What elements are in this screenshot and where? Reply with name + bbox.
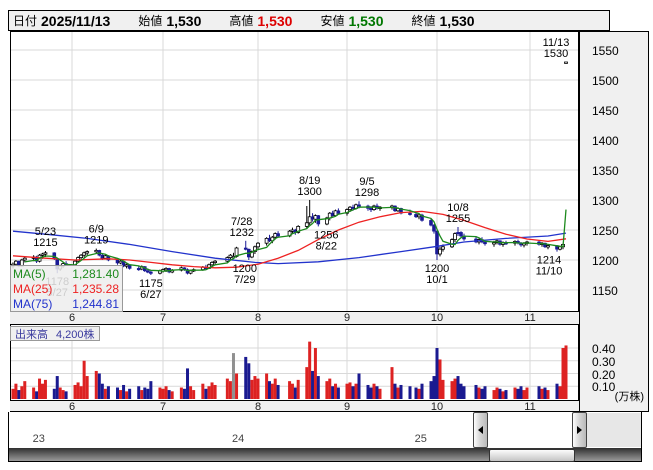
year-label: 24 [232, 433, 245, 445]
month-label: 11 [524, 401, 536, 413]
month-axis-volume: 6 7 8 9 10 11 [10, 400, 579, 413]
month-label: 7 [159, 401, 167, 413]
scrollbar[interactable] [8, 448, 642, 462]
high-label: 高値 [229, 14, 254, 28]
ma5-value: 1,281.40 [72, 267, 119, 281]
year-label: 23 [32, 433, 45, 445]
price-tick-label: 1300 [592, 194, 619, 208]
month-label: 10 [430, 401, 444, 413]
low-label: 安値 [320, 14, 345, 28]
high-value: 1,530 [257, 12, 293, 29]
ma25-legend-row: MA(25) 1,235.28 [13, 282, 119, 297]
month-label: 8 [254, 312, 262, 324]
price-tick-label: 1250 [592, 224, 619, 238]
open-value: 1,530 [166, 12, 202, 29]
ma-legend: MA(5) 1,281.40 MA(25) 1,235.28 MA(75) 1,… [10, 265, 123, 312]
volume-tick-label: 0.40 [592, 342, 616, 356]
month-label: 10 [430, 312, 444, 324]
price-tick-label: 1550 [592, 44, 619, 58]
ma75-value: 1,244.81 [72, 297, 119, 311]
volume-tick-label: 0.10 [592, 380, 616, 395]
month-label: 9 [343, 312, 351, 324]
volume-tick-label: 0.20 [592, 367, 616, 382]
month-label: 6 [68, 312, 76, 324]
month-label: 9 [343, 401, 351, 413]
volume-label: 出来高 4,200株 [10, 326, 100, 341]
ma75-legend-row: MA(75) 1,244.81 [13, 297, 119, 312]
price-tick-label: 1150 [592, 284, 618, 298]
month-label: 11 [524, 312, 536, 324]
price-tick-label: 1400 [592, 134, 619, 148]
date-label: 日付 [13, 14, 38, 28]
ma75-label: MA(75) [13, 297, 53, 311]
slider-left-arrow-button[interactable] [473, 412, 488, 448]
scrollbar-thumb[interactable] [489, 449, 575, 462]
price-tick-label: 1200 [592, 254, 619, 268]
close-value: 1,530 [439, 12, 475, 29]
year-label: 25 [414, 433, 427, 445]
volume-unit-label: (万株) [614, 391, 644, 403]
close-label: 終値 [411, 14, 436, 28]
price-tick-label: 1500 [592, 74, 619, 88]
ma25-label: MA(25) [13, 282, 53, 296]
month-axis-main: 6 7 8 9 10 11 [10, 312, 579, 325]
ohlc-header: 日付 2025/11/13 始値 1,530 高値 1,530 安値 1,530… [8, 10, 610, 31]
volume-label-text: 出来高 [15, 328, 48, 341]
month-label: 6 [68, 401, 76, 413]
price-axis-panel: 1550 1500 1450 1400 1350 1300 1250 1200 1150 0.40… [579, 31, 649, 412]
ma5-label: MA(5) [13, 267, 46, 281]
open-label: 始値 [138, 14, 163, 28]
month-label: 7 [159, 312, 167, 324]
slider-right-arrow-button[interactable] [572, 412, 587, 448]
ma25-value: 1,235.28 [72, 282, 119, 296]
price-tick-label: 1450 [592, 104, 619, 118]
right-arrow-icon [577, 426, 582, 434]
date-value: 2025/11/13 [41, 12, 111, 29]
slider-future-area [587, 413, 641, 447]
volume-value: 4,200株 [56, 328, 95, 341]
left-arrow-icon [478, 426, 483, 434]
range-slider[interactable]: 23 24 25 [8, 412, 642, 448]
volume-tick-label: 0.30 [592, 354, 616, 369]
month-label: 8 [254, 401, 262, 413]
ma5-legend-row: MA(5) 1,281.40 [13, 267, 119, 282]
low-value: 1,530 [348, 12, 384, 29]
price-tick-label: 1350 [592, 164, 619, 178]
